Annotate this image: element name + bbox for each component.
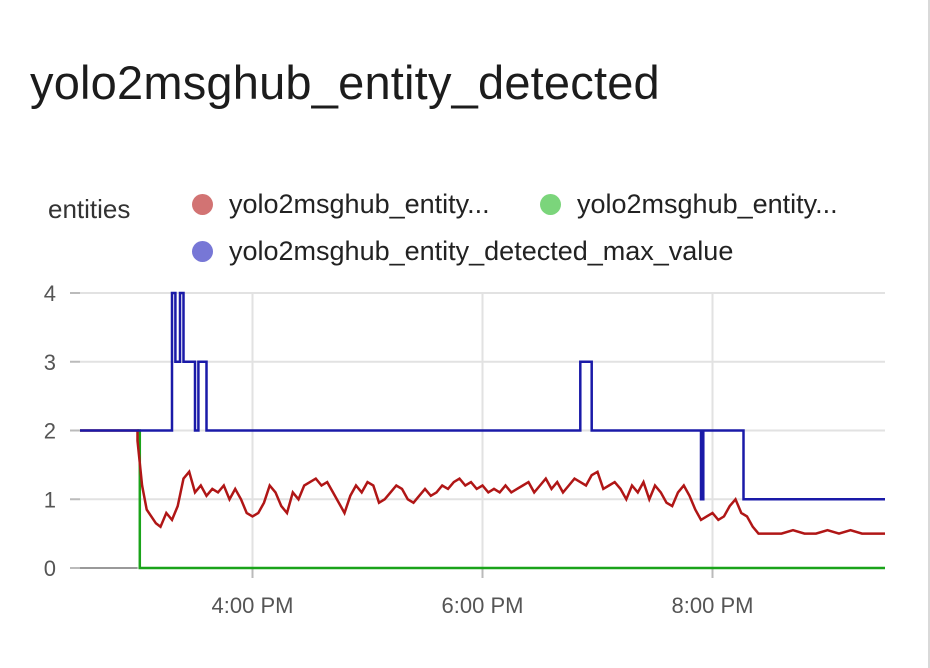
y-tick-label: 1: [44, 487, 56, 512]
y-tick-label: 0: [44, 556, 56, 581]
y-tick-label: 4: [44, 281, 56, 306]
chart-title: yolo2msghub_entity_detected: [30, 56, 660, 109]
panel-edge: [928, 0, 930, 668]
legend-dot-series-3-icon: [192, 241, 213, 262]
y-axis-unit-label: entities: [48, 194, 131, 224]
legend-item-series-1[interactable]: yolo2msghub_entity...: [192, 189, 490, 220]
x-tick-label: 8:00 PM: [672, 593, 754, 618]
x-tick-label: 6:00 PM: [442, 593, 524, 618]
legend-item-series-2[interactable]: yolo2msghub_entity...: [540, 189, 838, 220]
legend-label-series-3: yolo2msghub_entity_detected_max_value: [229, 236, 734, 266]
legend-label-series-1: yolo2msghub_entity...: [229, 189, 490, 219]
legend-dot-series-1-icon: [192, 194, 213, 215]
series-line-3: [80, 291, 885, 501]
y-tick-label: 3: [44, 350, 56, 375]
legend-label-series-2: yolo2msghub_entity...: [577, 189, 838, 219]
series-line-1: [80, 429, 885, 535]
x-tick-label: 4:00 PM: [212, 593, 294, 618]
legend-item-series-3[interactable]: yolo2msghub_entity_detected_max_value: [192, 236, 733, 267]
y-tick-label: 2: [44, 419, 56, 444]
legend-dot-series-2-icon: [540, 194, 561, 215]
